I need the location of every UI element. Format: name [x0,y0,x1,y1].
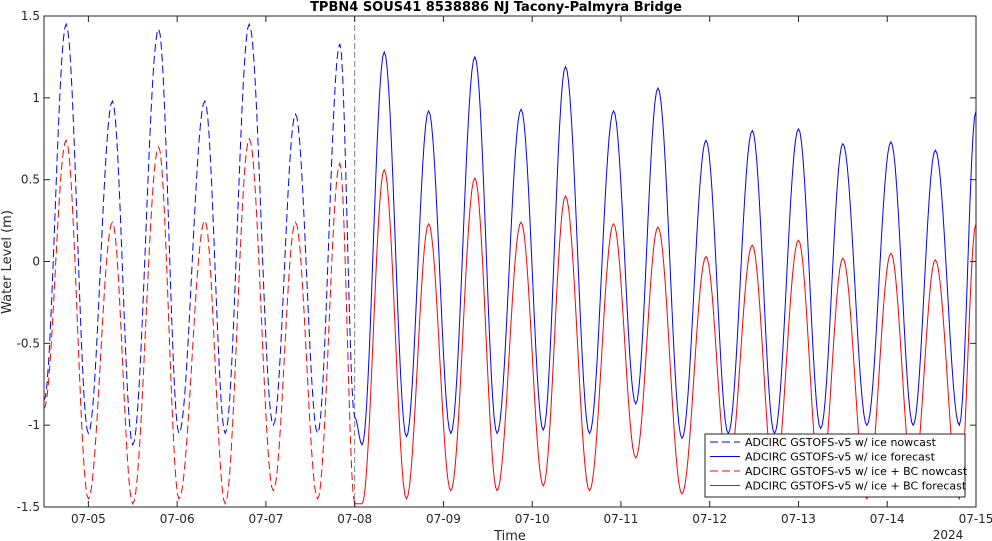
x-tick-label: 07-12 [692,512,727,526]
legend-label-4: ADCIRC GSTOFS-v5 w/ ice + BC forecast [745,480,967,493]
y-tick-label: -1 [28,418,40,432]
y-tick-label: -0.5 [17,336,40,350]
x-tick-label: 07-06 [160,512,195,526]
x-axis-title: Time [493,529,526,541]
y-tick-label: 1 [32,91,40,105]
y-tick-label: 0.5 [21,173,40,187]
series-line-1 [43,22,356,447]
legend-box [704,433,966,498]
y-tick-label: -1.5 [17,500,40,514]
legend-label-1: ADCIRC GSTOFS-v5 w/ ice nowcast [745,436,937,449]
y-axis-title: Water Level (m) [0,210,15,314]
legend-label-3: ADCIRC GSTOFS-v5 w/ ice + BC nowcast [745,465,968,478]
x-tick-label: 07-11 [604,512,639,526]
x-tick-label: 07-08 [337,512,372,526]
y-tick-label: 1.5 [21,9,40,23]
x-tick-label: 07-15 [959,512,992,526]
legend: ADCIRC GSTOFS-v5 w/ ice nowcast ADCIRC GS… [704,433,968,498]
series-line-2 [354,50,977,447]
x-tick-label: 07-09 [426,512,461,526]
x-tick-label: 07-07 [248,512,283,526]
chart-title: TPBN4 SOUS41 8538886 NJ Tacony-Palmyra B… [310,0,682,15]
legend-label-2: ADCIRC GSTOFS-v5 w/ ice forecast [745,451,936,464]
y-tick-label: 0 [32,255,40,269]
x-tick-label: 07-14 [870,512,905,526]
series-line-3 [43,137,356,506]
x-tick-label: 07-10 [515,512,550,526]
year-label: 2024 [933,528,964,541]
x-tick-label: 07-05 [71,512,106,526]
x-tick-label: 07-13 [781,512,816,526]
